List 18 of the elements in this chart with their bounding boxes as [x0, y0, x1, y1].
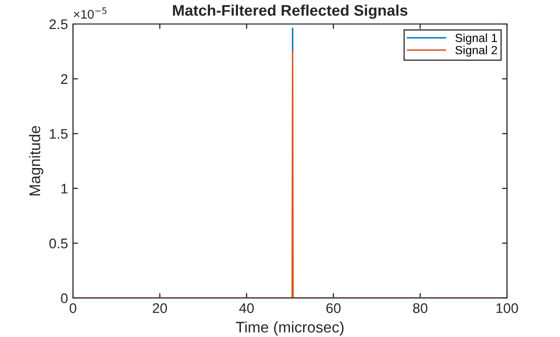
- legend-label: Signal 2: [455, 46, 497, 57]
- chart-title: Match-Filtered Reflected Signals: [173, 4, 408, 19]
- x-tick-label: 80: [413, 303, 428, 314]
- y-tick-label: 2: [61, 74, 68, 84]
- y-tick-label: 0.5: [49, 238, 68, 248]
- x-tick-label: 20: [152, 303, 167, 314]
- x-tick-label: 100: [496, 303, 518, 314]
- y-tick-label: 1: [61, 184, 68, 194]
- y-axis-title: Magnitude: [29, 126, 44, 196]
- x-axis-title: Time (microsec): [236, 321, 344, 336]
- y-tick-label: 2.5: [50, 19, 68, 30]
- x-tick-label: 60: [326, 303, 341, 314]
- x-tick-label: 0: [70, 303, 76, 314]
- x-tick-label: 40: [239, 303, 254, 314]
- text: ×10$^{−5}$: [74, 7, 106, 19]
- legend-label: Signal 1: [455, 33, 497, 44]
- y-tick-label: 1.5: [50, 129, 68, 139]
- y-tick-label: 0: [60, 293, 68, 304]
